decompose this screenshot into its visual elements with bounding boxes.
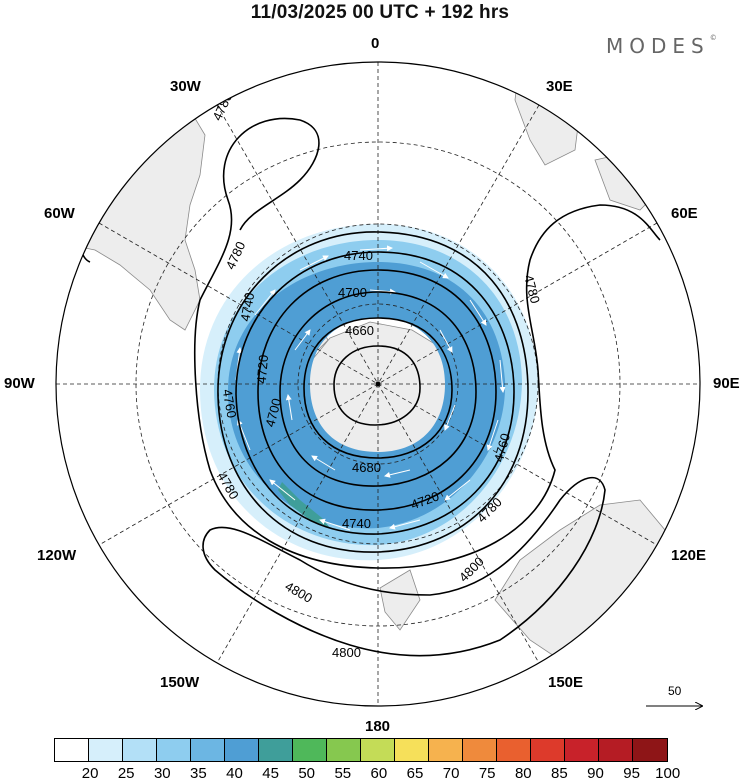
legend-tick-label: 65: [406, 765, 424, 782]
color-legend: [54, 738, 668, 762]
legend-tick-label: 40: [226, 765, 243, 782]
legend-swatch: [89, 739, 123, 761]
wind-speed-shading: [200, 224, 539, 561]
legend-swatch: [565, 739, 599, 761]
label-90w: 90W: [4, 375, 35, 392]
label-4740c: 4740: [237, 291, 257, 322]
legend-swatch: [429, 739, 463, 761]
legend-swatch: [55, 739, 89, 761]
legend-tick-label: 60: [370, 765, 388, 782]
label-60e: 60E: [671, 205, 698, 222]
legend-swatch: [395, 739, 429, 761]
legend-swatch: [191, 739, 225, 761]
label-4740b: 4740: [342, 516, 371, 531]
legend-swatch: [157, 739, 191, 761]
label-4740: 4740: [344, 248, 373, 263]
label-4760b: 4760: [220, 388, 240, 419]
legend-swatch: [361, 739, 395, 761]
label-150w: 150W: [160, 674, 200, 691]
contour-4740: [235, 251, 515, 535]
legend-tick-label: 45: [262, 765, 279, 782]
label-0: 0: [371, 35, 380, 52]
australia-landmass: [494, 499, 681, 666]
legend-tick-label: 75: [478, 765, 496, 782]
legend-tick-label: 20: [81, 765, 99, 782]
legend-swatch: [531, 739, 565, 761]
map-title: 11/03/2025 00 UTC + 192 hrs: [250, 2, 510, 23]
legend-tick-label: 95: [623, 765, 640, 782]
label-4780c: 4780: [521, 273, 543, 305]
wind-shade-50: [278, 482, 330, 528]
label-4760: 4760: [491, 432, 513, 464]
wind-vectors: [235, 245, 506, 531]
height-contours: [80, 117, 661, 657]
legend-tick-label: 80: [514, 765, 532, 782]
legend-tick-label: 50: [298, 765, 316, 782]
label-4720b: 4720: [254, 354, 271, 384]
legend-swatch: [327, 739, 361, 761]
legend-swatch: [259, 739, 293, 761]
label-4800a: 4800: [282, 578, 315, 605]
contour-4780-inner: [193, 117, 661, 569]
south-america-landmass: [59, 109, 206, 331]
legend-tick-label: 70: [442, 765, 460, 782]
new-zealand-landmass: [379, 569, 421, 631]
legend-tick-label: 100: [655, 765, 681, 782]
brand-logo: MODES©: [606, 34, 717, 58]
legend-swatch: [633, 739, 667, 761]
legend-tick-label: 55: [334, 765, 352, 782]
contour-4680: [303, 317, 453, 459]
label-60w: 60W: [44, 205, 75, 222]
legend-tick-label: 85: [551, 765, 568, 782]
label-4700b: 4700: [262, 397, 284, 429]
reference-vector: 50: [640, 684, 710, 714]
legend-swatch: [225, 739, 259, 761]
contour-4720: [257, 269, 497, 511]
map-boundary: [55, 61, 701, 707]
label-120w: 120W: [37, 547, 77, 564]
label-4800c: 4800: [332, 645, 361, 660]
legend-tick-label: 25: [117, 765, 135, 782]
africa-landmass: [514, 62, 581, 166]
label-30e: 30E: [546, 78, 573, 95]
label-4800b: 4800: [456, 554, 487, 585]
reference-vector-label: 50: [668, 684, 682, 698]
legend-swatch: [293, 739, 327, 761]
legend-swatch: [123, 739, 157, 761]
label-120e: 120E: [671, 547, 707, 564]
label-180: 180: [365, 718, 391, 735]
label-4700: 4700: [338, 285, 367, 300]
label-150e: 150E: [548, 674, 584, 691]
label-90e: 90E: [713, 375, 740, 392]
label-30w: 30W: [170, 78, 201, 95]
legend-tick-label: 30: [153, 765, 171, 782]
contour-4800-south: [202, 476, 606, 657]
contour-4660: [333, 345, 421, 426]
legend-swatch: [463, 739, 497, 761]
label-4660: 4660: [345, 323, 374, 338]
legend-swatch: [497, 739, 531, 761]
wind-shade-40: [227, 262, 506, 529]
pole-marker: [375, 381, 381, 387]
landmass-group: [59, 62, 681, 666]
legend-ticks: 20 25 30 35 40 45 50 55 60 65 70 75 80 85 90 95 100: [54, 765, 704, 783]
legend-swatch: [599, 739, 633, 761]
contour-4760: [217, 231, 529, 553]
legend-tick-label: 90: [587, 765, 604, 782]
label-4680: 4680: [352, 460, 381, 475]
legend-tick-label: 35: [190, 765, 207, 782]
contour-4700: [279, 291, 477, 487]
